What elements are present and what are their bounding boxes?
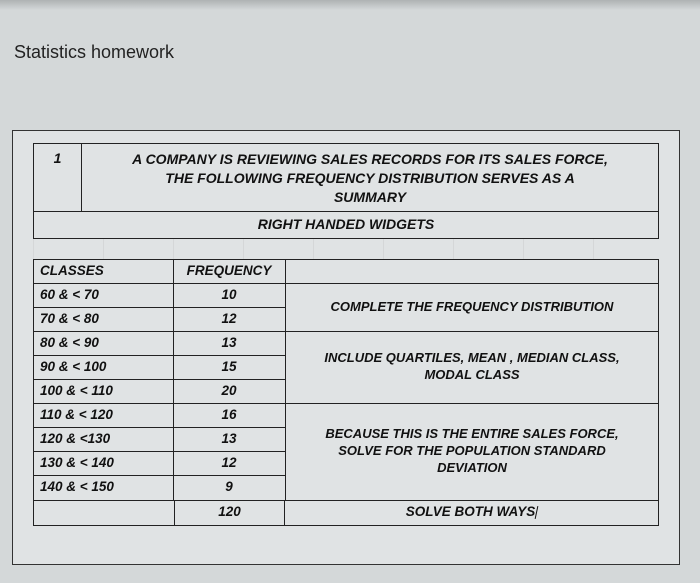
freq-cell: 13: [174, 428, 284, 451]
table-row: 70 & < 80 12: [34, 308, 285, 332]
class-cell: 130 & < 140: [34, 452, 174, 475]
table-row: 60 & < 70 10: [34, 284, 285, 308]
freq-cell: 15: [174, 356, 284, 379]
class-cell: 90 & < 100: [34, 356, 174, 379]
heading-line-1: A COMPANY IS REVIEWING SALES RECORDS FOR…: [90, 150, 650, 169]
heading-line-3: SUMMARY: [90, 188, 650, 207]
freq-cell: 10: [174, 284, 284, 307]
freq-cell: 9: [174, 476, 284, 500]
heading-row: 1 A COMPANY IS REVIEWING SALES RECORDS F…: [33, 143, 659, 212]
class-cell: 140 & < 150: [34, 476, 174, 500]
table-header-row: CLASSES FREQUENCY: [34, 260, 285, 284]
table-row: 100 & < 110 20: [34, 380, 285, 404]
table-row: 140 & < 150 9: [34, 476, 285, 500]
class-cell: 120 & <130: [34, 428, 174, 451]
text-cursor-icon: [535, 506, 539, 519]
note-line: BECAUSE THIS IS THE ENTIRE SALES FORCE,: [325, 426, 618, 443]
table-row: 120 & <130 13: [34, 428, 285, 452]
header-classes: CLASSES: [34, 260, 174, 283]
class-cell: 80 & < 90: [34, 332, 174, 355]
question-number: 1: [34, 144, 82, 211]
subheading: RIGHT HANDED WIDGETS: [33, 212, 659, 239]
note-line: MODAL CLASS: [424, 367, 519, 384]
freq-cell: 12: [174, 452, 284, 475]
spacer: [33, 239, 659, 259]
class-cell: 110 & < 120: [34, 404, 174, 427]
note-quartiles: INCLUDE QUARTILES, MEAN , MEDIAN CLASS, …: [286, 332, 658, 404]
table-row: 110 & < 120 16: [34, 404, 285, 428]
note-line: DEVIATION: [437, 460, 507, 477]
total-frequency: 120: [175, 501, 285, 525]
class-cell: 100 & < 110: [34, 380, 174, 403]
solve-both-text: SOLVE BOTH WAYS: [406, 504, 536, 519]
heading-line-2: THE FOLLOWING FREQUENCY DISTRIBUTION SER…: [90, 169, 650, 188]
table-row: 130 & < 140 12: [34, 452, 285, 476]
note-line: SOLVE FOR THE POPULATION STANDARD: [338, 443, 605, 460]
header-frequency: FREQUENCY: [174, 260, 284, 283]
table-left-columns: CLASSES FREQUENCY 60 & < 70 10 70 & < 80…: [34, 260, 285, 500]
note-solve-both: SOLVE BOTH WAYS: [285, 501, 658, 525]
freq-cell: 20: [174, 380, 284, 403]
question-title: A COMPANY IS REVIEWING SALES RECORDS FOR…: [82, 144, 658, 211]
window-top-shadow: [0, 0, 700, 10]
freq-cell: 16: [174, 404, 284, 427]
page-title: Statistics homework: [14, 42, 174, 63]
table-row: 80 & < 90 13: [34, 332, 285, 356]
data-table: CLASSES FREQUENCY 60 & < 70 10 70 & < 80…: [33, 259, 659, 501]
note-complete: COMPLETE THE FREQUENCY DISTRIBUTION: [286, 284, 658, 332]
note-line: INCLUDE QUARTILES, MEAN , MEDIAN CLASS,: [324, 350, 619, 367]
class-cell: 60 & < 70: [34, 284, 174, 307]
table-row: 90 & < 100 15: [34, 356, 285, 380]
notes-column: COMPLETE THE FREQUENCY DISTRIBUTION INCL…: [285, 260, 658, 500]
worksheet-paper: 1 A COMPANY IS REVIEWING SALES RECORDS F…: [12, 130, 680, 565]
freq-cell: 12: [174, 308, 284, 331]
freq-cell: 13: [174, 332, 284, 355]
class-cell: 70 & < 80: [34, 308, 174, 331]
note-deviation: BECAUSE THIS IS THE ENTIRE SALES FORCE, …: [286, 404, 658, 500]
total-blank: [34, 501, 175, 525]
note-empty: [286, 260, 658, 284]
total-row: 120 SOLVE BOTH WAYS: [33, 501, 659, 526]
